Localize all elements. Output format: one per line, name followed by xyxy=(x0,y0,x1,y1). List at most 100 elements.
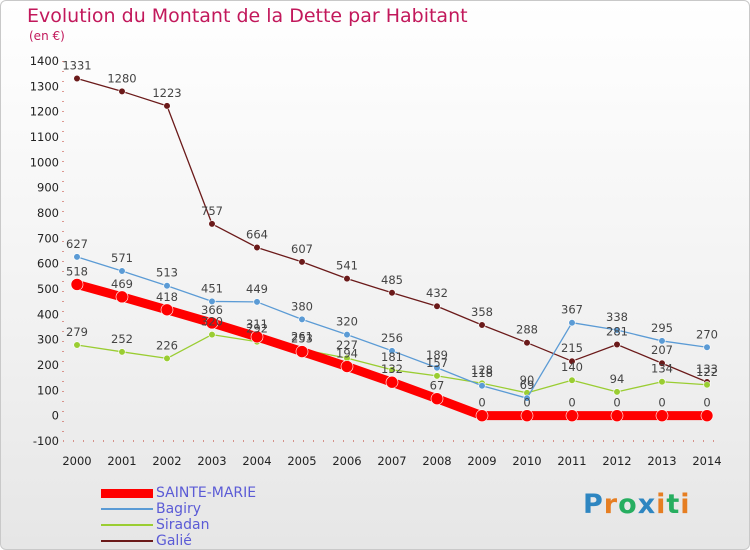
data-point xyxy=(658,378,666,386)
proxiti-logo: Proxiti xyxy=(583,489,691,520)
data-point xyxy=(703,381,711,389)
data-label: 227 xyxy=(336,338,358,352)
data-point xyxy=(568,376,576,384)
data-point xyxy=(388,289,396,297)
data-label: 366 xyxy=(201,303,223,317)
data-point xyxy=(613,340,621,349)
x-tick-label: 2003 xyxy=(197,454,226,468)
data-point xyxy=(343,275,351,283)
data-label: 627 xyxy=(66,237,88,251)
data-label: 485 xyxy=(381,273,403,287)
chart-title: Evolution du Montant de la Dette par Hab… xyxy=(27,5,468,27)
x-tick-label: 2005 xyxy=(287,454,316,468)
data-label: 215 xyxy=(561,341,583,355)
data-point xyxy=(115,290,129,304)
data-label: 1280 xyxy=(107,71,136,85)
data-label: 295 xyxy=(651,321,673,335)
data-point xyxy=(388,347,396,355)
legend-swatch xyxy=(101,540,153,542)
x-tick-label: 2009 xyxy=(467,454,496,468)
data-point xyxy=(565,409,579,422)
data-point xyxy=(163,102,171,110)
data-label: 67 xyxy=(430,379,445,393)
data-point xyxy=(118,87,126,95)
x-tick-label: 2001 xyxy=(107,454,136,468)
logo-letter: P xyxy=(583,489,604,520)
data-label: 207 xyxy=(651,343,673,357)
y-tick-label: 600 xyxy=(37,257,59,271)
data-label: 90 xyxy=(520,373,535,387)
data-label: 0 xyxy=(658,396,665,410)
x-tick-label: 2007 xyxy=(377,454,406,468)
data-label: 311 xyxy=(246,317,268,331)
data-label: 281 xyxy=(606,324,628,338)
data-label: 157 xyxy=(426,356,448,370)
data-label: 94 xyxy=(610,372,625,386)
data-point xyxy=(610,409,624,422)
x-tick-label: 2002 xyxy=(152,454,181,468)
data-label: 0 xyxy=(613,396,620,410)
data-label: 122 xyxy=(696,365,718,379)
unit-label: (en €) xyxy=(29,29,65,43)
data-label: 0 xyxy=(523,396,530,410)
data-label: 181 xyxy=(381,350,403,364)
data-label: 1223 xyxy=(152,86,181,100)
logo-letter: x xyxy=(637,489,657,520)
legend-label: Galié xyxy=(156,533,192,549)
x-tick-label: 2004 xyxy=(242,454,271,468)
data-label: 69 xyxy=(520,378,535,392)
data-label: 320 xyxy=(201,315,223,329)
legend-item: Galié xyxy=(101,533,256,549)
data-point xyxy=(118,348,126,356)
data-point xyxy=(160,303,174,317)
data-label: 226 xyxy=(156,338,178,352)
y-tick-label: 800 xyxy=(37,206,59,220)
data-label: 0 xyxy=(478,396,485,410)
data-label: 320 xyxy=(336,315,358,329)
data-label: 451 xyxy=(201,281,223,295)
data-point xyxy=(433,372,441,380)
data-label: 140 xyxy=(561,360,583,374)
data-label: 292 xyxy=(246,322,268,336)
y-tick-label: 100 xyxy=(37,383,59,397)
data-point xyxy=(298,258,306,266)
legend-swatch xyxy=(101,524,153,526)
data-label: 279 xyxy=(66,325,88,339)
axes: -100010020030040050060070080090010001100… xyxy=(30,54,722,468)
data-point xyxy=(70,278,84,291)
logo-letter: t xyxy=(666,489,681,520)
data-point xyxy=(298,315,306,324)
data-label: 134 xyxy=(651,362,673,376)
data-label: 380 xyxy=(291,299,313,313)
data-point xyxy=(208,297,216,306)
data-point xyxy=(73,341,81,349)
data-point xyxy=(208,220,216,228)
x-tick-label: 2011 xyxy=(557,454,586,468)
data-label: 118 xyxy=(471,366,493,380)
x-tick-label: 2014 xyxy=(692,454,721,468)
data-point xyxy=(520,409,534,422)
y-tick-label: 1000 xyxy=(30,155,59,169)
data-point xyxy=(433,302,441,310)
y-tick-label: 500 xyxy=(37,282,59,296)
data-point xyxy=(73,253,81,261)
legend: SAINTE-MARIE Bagiry Siradan Galié xyxy=(101,485,256,549)
data-label: 194 xyxy=(336,347,358,361)
data-label: 757 xyxy=(201,204,223,218)
x-tick-label: 2012 xyxy=(602,454,631,468)
logo-letter: i xyxy=(680,489,691,520)
data-label: 253 xyxy=(291,332,313,346)
data-point xyxy=(478,321,486,329)
data-label: 449 xyxy=(246,282,268,296)
data-label: 133 xyxy=(696,362,718,376)
data-point xyxy=(340,360,354,373)
legend-item: Siradan xyxy=(101,517,256,533)
y-tick-label: 200 xyxy=(37,358,59,372)
x-tick-label: 2013 xyxy=(647,454,676,468)
legend-label: Bagiry xyxy=(156,501,202,517)
y-tick-label: 900 xyxy=(37,181,59,195)
data-label: 132 xyxy=(381,362,403,376)
data-label: 0 xyxy=(703,396,710,410)
data-point xyxy=(655,409,669,422)
